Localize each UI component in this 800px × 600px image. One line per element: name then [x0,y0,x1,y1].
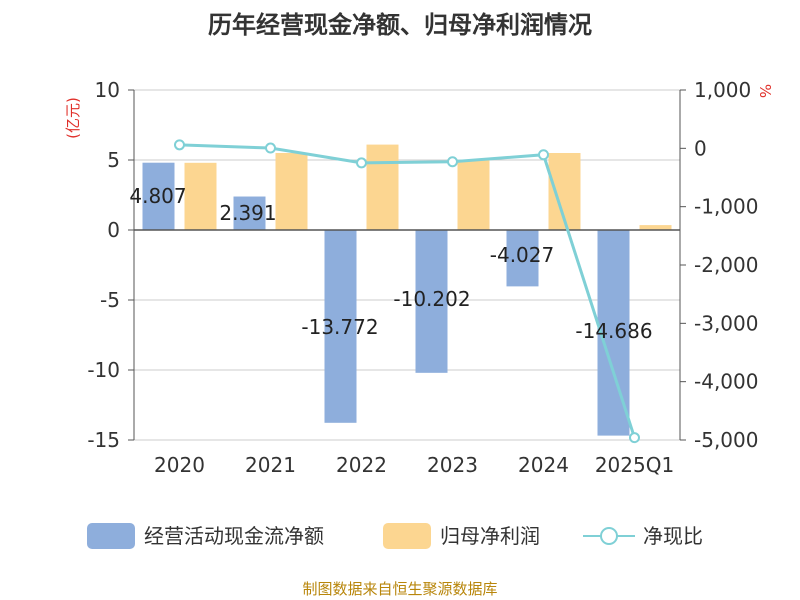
left-axis-unit: (亿元) [64,97,82,139]
left-tick-label: 10 [95,78,120,102]
chart-title: 历年经营现金净额、归母净利润情况 [208,11,592,39]
category-label: 2020 [154,453,205,477]
category-label: 2023 [427,453,478,477]
bar-cash-flow [233,196,266,230]
ratio-point [447,156,458,168]
category-label: 2025Q1 [595,453,674,477]
left-tick-label: -5 [100,288,120,312]
legend-swatch-net-profit [383,523,431,549]
ratio-point [629,432,640,444]
bar-cash-flow [324,230,357,423]
right-tick-label: -2,000 [694,253,758,277]
bar-net-profit [457,160,490,230]
bar-cash-flow [142,162,175,230]
left-tick-label: 0 [107,218,120,242]
bar-net-profit [184,162,217,230]
category-label: 2021 [245,453,296,477]
legend-swatch-ratio-marker [600,527,618,545]
right-axis-unit: % [756,84,774,98]
right-tick-label: 1,000 [694,78,751,102]
legend-swatch-cash-flow [87,523,135,549]
ratio-point [538,149,549,161]
bar-net-profit [639,225,672,230]
data-label: -10.202 [393,287,470,311]
legend-label-ratio: 净现比 [643,524,703,548]
category-label: 2022 [336,453,387,477]
bar-cash-flow [506,230,539,287]
right-tick-label: -4,000 [694,370,758,394]
right-tick-label: -5,000 [694,428,758,452]
bar-net-profit [366,144,399,230]
data-label: 4.807 [129,184,186,208]
right-tick-label: -1,000 [694,195,758,219]
ratio-point [356,157,367,169]
category-label: 2024 [518,453,569,477]
ratio-point [174,139,185,151]
data-label: -13.772 [301,315,378,339]
data-label: 2.391 [219,201,276,225]
bar-cash-flow [415,230,448,373]
bar-net-profit [275,153,308,230]
left-tick-label: -10 [87,358,120,382]
legend-label-cash-flow: 经营活动现金流净额 [144,524,324,548]
right-tick-label: 0 [694,136,707,160]
data-label: -4.027 [490,243,554,267]
ratio-line [179,143,636,439]
data-labels: 4.807 2.391 -13.772 -10.202 -4.027 -14.686 [129,184,652,343]
data-label: -14.686 [575,319,652,343]
source-note: 制图数据来自恒生聚源数据库 [302,580,497,598]
ratio-line-series [174,139,640,444]
left-tick-label: 5 [107,148,120,172]
ratio-point [265,142,276,154]
legend: 经营活动现金流净额 归母净利润 净现比 [87,523,703,549]
axes [128,89,686,441]
left-tick-label: -15 [87,428,120,452]
right-tick-label: -3,000 [694,311,758,335]
tick-labels: 10 5 0 -5 -10 -15 1,000 0 -1,000 -2,000 -3,000 -4,0… [87,78,758,477]
legend-label-net-profit: 归母净利润 [440,524,540,548]
